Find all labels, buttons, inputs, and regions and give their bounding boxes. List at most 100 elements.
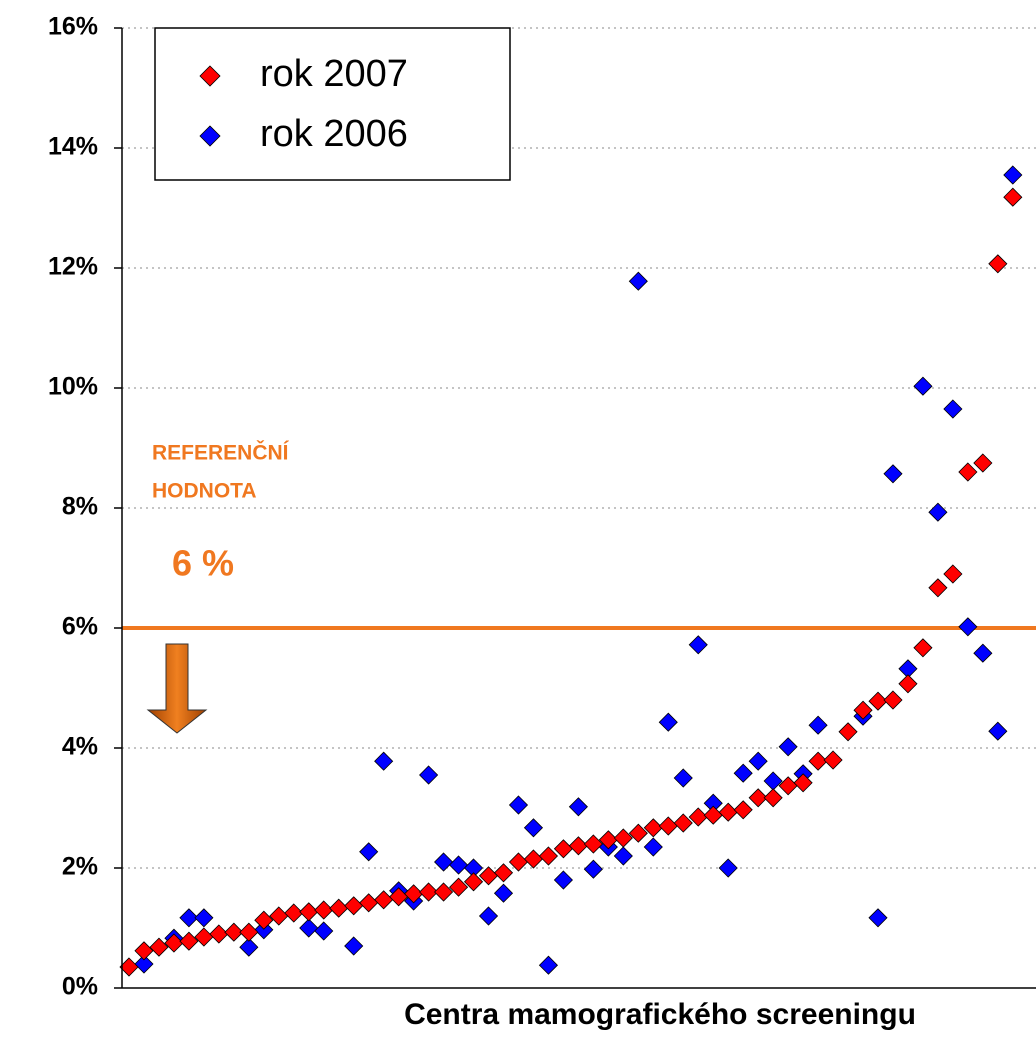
reference-label: REFERENČNÍ [152, 441, 290, 465]
point [508, 795, 529, 815]
down-arrow [146, 643, 208, 734]
point [928, 502, 948, 522]
y-tick-label: 14% [48, 133, 98, 161]
grid: 0% 2% 4% 6% 8% 10% 12% 14% 16% [48, 13, 1036, 1001]
y-tick-label: 8% [62, 493, 98, 521]
point [239, 937, 259, 957]
point [673, 813, 693, 833]
point [448, 877, 469, 897]
point [793, 773, 813, 793]
y-tick-label: 4% [62, 733, 98, 761]
y-tick-label: 10% [48, 373, 98, 401]
reference-value-label: 6 % [172, 543, 234, 584]
point [733, 800, 753, 820]
point [898, 674, 918, 694]
y-tick-label: 16% [48, 13, 98, 41]
point [613, 846, 633, 866]
point [568, 797, 588, 817]
point [778, 776, 798, 796]
point [868, 691, 888, 711]
y-tick-label: 2% [62, 853, 98, 881]
point [628, 271, 648, 291]
point [254, 920, 274, 940]
point [598, 830, 618, 850]
point [763, 771, 783, 791]
point [523, 849, 544, 869]
point [179, 931, 199, 951]
point [718, 858, 738, 878]
reference-label: HODNOTA [152, 480, 257, 503]
point [643, 818, 663, 838]
point [613, 828, 633, 848]
point [688, 635, 708, 655]
point [703, 805, 723, 825]
point [1003, 187, 1023, 207]
point [374, 751, 394, 771]
point [299, 918, 319, 938]
point [463, 872, 484, 892]
point [943, 399, 963, 419]
reference: REFERENČNÍ HODNOTA 6 % [122, 441, 1036, 630]
point [958, 462, 978, 482]
point [808, 715, 828, 735]
y-tick-label: 0% [62, 973, 98, 1001]
point [538, 955, 559, 975]
point [973, 643, 993, 663]
point [314, 900, 334, 920]
point [658, 712, 678, 732]
point [853, 700, 873, 720]
point [164, 933, 184, 953]
point [538, 846, 559, 866]
point [419, 765, 439, 785]
point [314, 921, 334, 941]
point [329, 898, 349, 918]
point [344, 936, 364, 956]
y-tick-label: 6% [62, 613, 98, 641]
legend-label: rok 2006 [260, 113, 408, 155]
point [194, 908, 214, 928]
point [748, 751, 768, 771]
point [134, 954, 154, 974]
y-tick-label: 12% [48, 253, 98, 281]
point [299, 902, 319, 922]
point [448, 855, 469, 875]
point [913, 376, 933, 396]
point [883, 464, 903, 484]
legend-label: rok 2007 [260, 53, 408, 95]
point [568, 836, 588, 856]
point [553, 870, 573, 890]
point [718, 802, 738, 822]
point [179, 908, 199, 928]
point [748, 788, 768, 808]
point [988, 254, 1008, 274]
point [523, 818, 544, 838]
point [434, 882, 454, 902]
point [434, 852, 454, 872]
point [943, 564, 963, 584]
point [583, 834, 603, 854]
point [493, 883, 514, 903]
point [134, 941, 154, 961]
point [404, 884, 424, 904]
point [149, 937, 169, 957]
point [224, 922, 244, 942]
legend: rok 2007 rok 2006 [154, 27, 511, 181]
point [478, 906, 499, 926]
point [1003, 165, 1023, 185]
point [733, 763, 753, 783]
legend-marker [199, 65, 221, 87]
point [958, 617, 978, 637]
point [763, 788, 783, 808]
point [419, 882, 439, 902]
point [374, 890, 394, 910]
legend-box [154, 27, 511, 181]
point [973, 453, 993, 473]
point [913, 638, 933, 658]
point [838, 722, 858, 742]
point [778, 737, 798, 757]
point [808, 751, 828, 771]
point [119, 957, 139, 977]
point [239, 922, 259, 942]
